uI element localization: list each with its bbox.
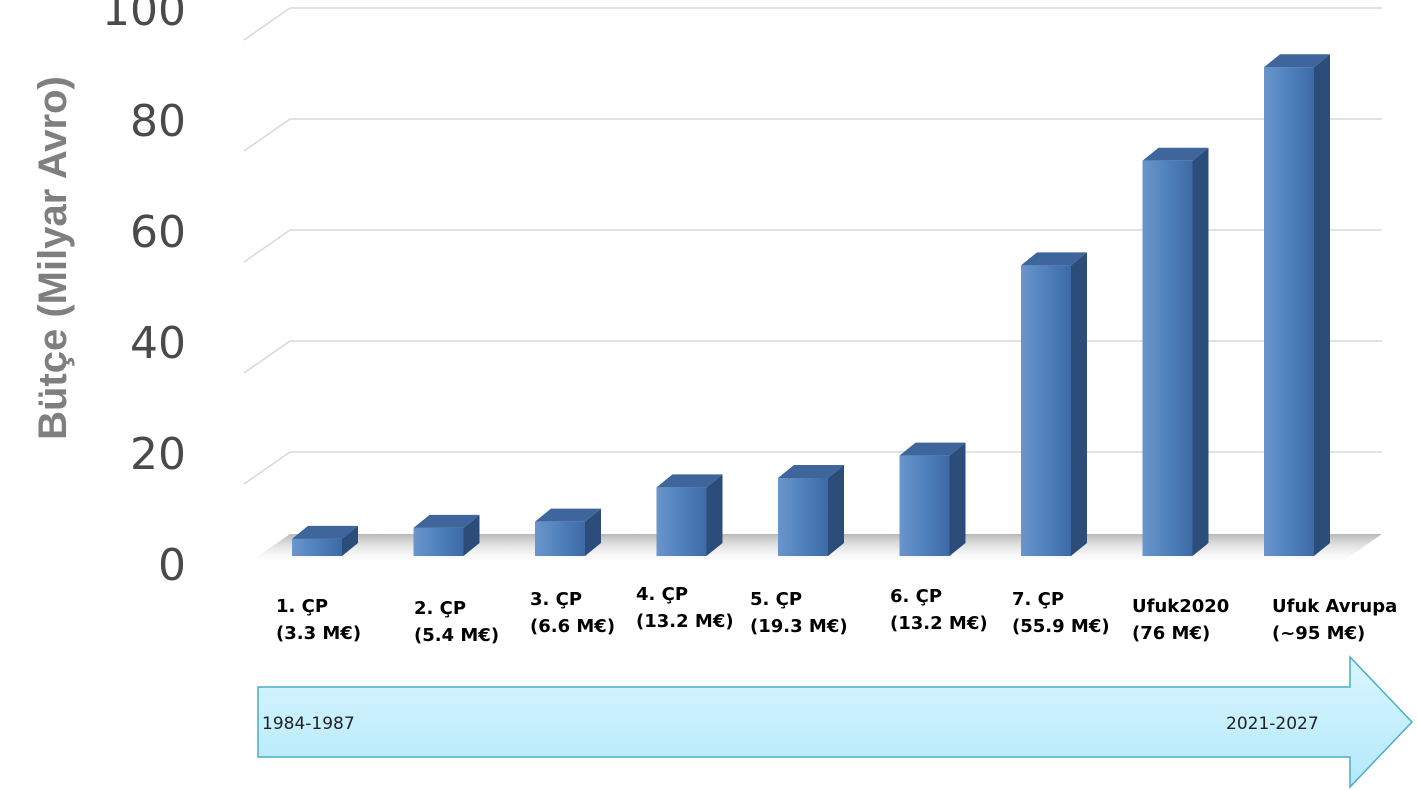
gridline-diag-3 xyxy=(243,229,291,263)
bar-top-5 xyxy=(778,465,844,478)
x-category-line: 4. ÇP xyxy=(636,584,688,605)
x-category-line: 5. ÇP xyxy=(750,589,802,610)
bar-6 xyxy=(899,442,966,556)
x-category-7: 7. ÇP (55.9 M€) xyxy=(1012,589,1110,637)
bar-front-3 xyxy=(535,521,585,556)
bar-side-7 xyxy=(1071,252,1087,556)
bar-top-1 xyxy=(292,525,358,539)
bar-side-3 xyxy=(585,508,601,556)
y-tick-80: 80 xyxy=(130,96,186,147)
x-category-line: (55.9 M€) xyxy=(1012,616,1110,637)
x-category-5: 5. ÇP (19.3 M€) xyxy=(750,589,848,637)
x-category-4: 4. ÇP (13.2 M€) xyxy=(636,584,734,632)
gridlines xyxy=(243,7,1382,485)
x-category-line: (3.3 M€) xyxy=(276,623,361,644)
bar-1 xyxy=(292,525,358,556)
x-category-line: 2. ÇP xyxy=(414,598,466,619)
x-category-line: (~95 M€) xyxy=(1272,623,1365,644)
y-tick-0: 0 xyxy=(158,540,186,591)
bar-top-2 xyxy=(413,514,480,528)
x-category-line: 6. ÇP xyxy=(890,586,942,607)
bar-2 xyxy=(413,514,480,556)
x-category-line: (13.2 M€) xyxy=(636,611,734,632)
bar-top-4 xyxy=(656,474,723,488)
x-category-line: 1. ÇP xyxy=(276,596,328,617)
bar-front-2 xyxy=(413,527,464,556)
bar-top-3 xyxy=(535,508,601,522)
x-category-line: 3. ÇP xyxy=(530,589,582,610)
bar-side-1 xyxy=(342,525,358,556)
y-tick-40: 40 xyxy=(130,318,186,369)
bar-4 xyxy=(656,474,723,556)
y-tick-20: 20 xyxy=(130,429,186,480)
bars xyxy=(292,54,1330,557)
timeline-arrow: 1984-1987 2021-2027 xyxy=(257,655,1414,789)
x-category-line: (76 M€) xyxy=(1132,623,1210,644)
bar-front-6 xyxy=(899,455,950,556)
bar-top-7 xyxy=(1021,252,1087,266)
bar-8 xyxy=(1142,147,1209,557)
bar-top-9 xyxy=(1264,54,1330,68)
x-category-line: (6.6 M€) xyxy=(530,616,615,637)
bar-side-2 xyxy=(463,514,480,556)
bar-3 xyxy=(535,508,601,556)
x-category-line: Ufuk Avrupa xyxy=(1272,596,1397,617)
bar-top-8 xyxy=(1142,147,1209,161)
bar-top-6 xyxy=(899,442,966,456)
x-category-1: 1. ÇP (3.3 M€) xyxy=(276,596,361,644)
x-category-8: Ufuk2020 (76 M€) xyxy=(1132,596,1229,644)
y-axis-label: Bütçe (Milyar Avro) xyxy=(31,76,75,440)
x-category-line: 7. ÇP xyxy=(1012,589,1064,610)
bar-side-4 xyxy=(706,474,723,556)
gridline-diag-1 xyxy=(243,451,291,485)
bar-9 xyxy=(1264,54,1330,556)
gridline-diag-2 xyxy=(243,340,291,374)
y-axis-ticks: 0 20 40 60 80 100 xyxy=(102,0,186,591)
bar-front-8 xyxy=(1142,160,1193,557)
bar-side-6 xyxy=(949,442,966,556)
bar-front-4 xyxy=(656,487,707,556)
bar-side-8 xyxy=(1192,147,1209,557)
x-category-6: 6. ÇP (13.2 M€) xyxy=(890,586,988,634)
x-category-3: 3. ÇP (6.6 M€) xyxy=(530,589,615,637)
bar-side-5 xyxy=(828,465,844,556)
timeline-start-label: 1984-1987 xyxy=(262,714,355,734)
y-tick-100: 100 xyxy=(102,0,186,36)
x-category-line: (5.4 M€) xyxy=(414,625,499,646)
bar-side-9 xyxy=(1314,54,1330,556)
bar-front-9 xyxy=(1264,67,1314,556)
bar-front-1 xyxy=(292,538,342,556)
x-axis-categories: 1. ÇP (3.3 M€) 2. ÇP (5.4 M€) 3. ÇP (6.6 M€) 4… xyxy=(276,584,1397,646)
bar-front-5 xyxy=(778,478,828,556)
bar-7 xyxy=(1021,252,1087,556)
gridline-diag-5 xyxy=(243,7,291,41)
x-category-line: Ufuk2020 xyxy=(1132,596,1229,617)
timeline-end-label: 2021-2027 xyxy=(1226,714,1319,734)
x-category-9: Ufuk Avrupa (~95 M€) xyxy=(1272,596,1397,644)
x-category-line: (13.2 M€) xyxy=(890,613,988,634)
x-category-line: (19.3 M€) xyxy=(750,616,848,637)
x-category-2: 2. ÇP (5.4 M€) xyxy=(414,598,499,646)
bar-front-7 xyxy=(1021,265,1071,556)
bar-5 xyxy=(778,465,844,556)
gridline-diag-4 xyxy=(243,118,291,152)
y-tick-60: 60 xyxy=(130,207,186,258)
